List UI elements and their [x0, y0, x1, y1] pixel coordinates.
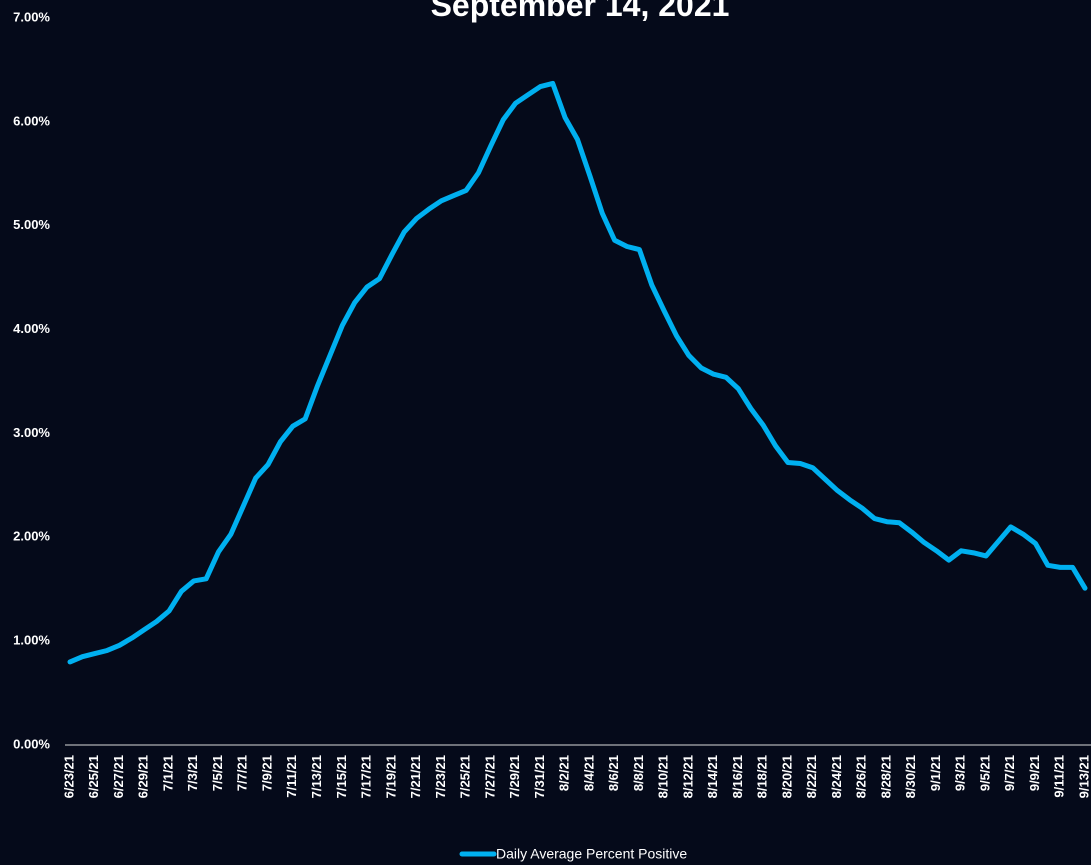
chart-title: September 14, 2021 [431, 0, 730, 23]
x-tick-label: 8/6/21 [606, 755, 621, 791]
y-tick-label: 2.00% [13, 529, 50, 544]
x-tick-label: 7/11/21 [284, 755, 299, 798]
x-tick-label: 8/12/21 [680, 755, 695, 798]
x-tick-label: 7/9/21 [259, 755, 274, 791]
legend-label: Daily Average Percent Positive [496, 846, 687, 862]
x-tick-label: 8/30/21 [903, 755, 918, 798]
y-tick-label: 6.00% [13, 113, 50, 128]
x-tick-label: 8/20/21 [779, 755, 794, 798]
x-tick-label: 8/26/21 [854, 755, 869, 798]
x-tick-label: 7/15/21 [334, 755, 349, 798]
x-tick-label: 7/3/21 [185, 755, 200, 791]
x-tick-label: 8/18/21 [755, 755, 770, 798]
y-tick-label: 1.00% [13, 633, 50, 648]
x-tick-label: 9/3/21 [953, 755, 968, 791]
x-tick-label: 7/17/21 [359, 755, 374, 798]
x-tick-label: 7/5/21 [210, 755, 225, 791]
x-tick-label: 7/23/21 [433, 755, 448, 798]
x-tick-label: 9/1/21 [928, 755, 943, 791]
y-tick-label: 4.00% [13, 321, 50, 336]
x-tick-label: 8/22/21 [804, 755, 819, 798]
x-tick-label: 7/7/21 [235, 755, 250, 791]
x-tick-label: 7/13/21 [309, 755, 324, 798]
x-tick-label: 6/23/21 [61, 755, 76, 798]
x-tick-label: 8/4/21 [581, 755, 596, 791]
x-tick-label: 9/7/21 [1002, 755, 1017, 791]
x-tick-label: 8/28/21 [878, 755, 893, 798]
x-tick-label: 7/21/21 [408, 755, 423, 798]
x-tick-label: 7/1/21 [160, 755, 175, 791]
x-tick-label: 7/29/21 [507, 755, 522, 798]
x-tick-label: 7/25/21 [458, 755, 473, 798]
x-tick-label: 9/5/21 [977, 755, 992, 791]
x-tick-label: 8/2/21 [557, 755, 572, 791]
x-tick-label: 8/14/21 [705, 755, 720, 798]
y-tick-label: 5.00% [13, 217, 50, 232]
x-tick-label: 9/13/21 [1076, 755, 1091, 798]
y-tick-label: 3.00% [13, 425, 50, 440]
x-tick-label: 9/11/21 [1052, 755, 1067, 798]
x-tick-label: 7/19/21 [383, 755, 398, 798]
data-line [67, 80, 1088, 665]
x-tick-label: 8/24/21 [829, 755, 844, 798]
x-tick-label: 7/31/21 [532, 755, 547, 798]
x-tick-label: 8/10/21 [656, 755, 671, 798]
x-tick-label: 8/16/21 [730, 755, 745, 798]
x-tick-label: 8/8/21 [631, 755, 646, 791]
x-tick-label: 9/9/21 [1027, 755, 1042, 791]
x-tick-label: 7/27/21 [482, 755, 497, 798]
x-tick-label: 6/29/21 [136, 755, 151, 798]
y-tick-label: 7.00% [13, 9, 50, 24]
x-tick-label: 6/25/21 [86, 755, 101, 798]
y-tick-label: 0.00% [13, 736, 50, 751]
x-tick-label: 6/27/21 [111, 755, 126, 798]
